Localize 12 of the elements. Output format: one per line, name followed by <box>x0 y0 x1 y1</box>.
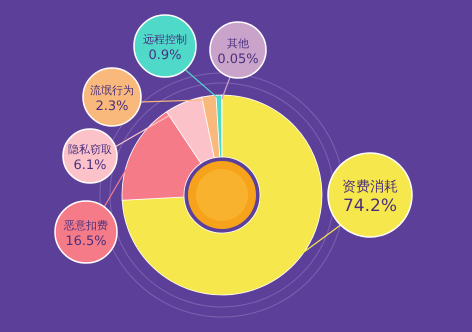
data-label: 0.05% <box>217 52 259 67</box>
slice-label: 恶意扣费 <box>63 219 108 232</box>
slice-label: 流氓行为 <box>90 84 134 97</box>
data-label: 0.9% <box>148 48 182 63</box>
slice-label: 资费消耗 <box>342 179 398 195</box>
slice-label: 隐私窃取 <box>68 143 112 156</box>
data-label: 2.3% <box>95 99 129 114</box>
slice-label: 其他 <box>227 37 249 50</box>
data-label: 16.5% <box>65 234 107 249</box>
slice-label: 远程控制 <box>143 33 187 46</box>
data-label: 6.1% <box>73 158 107 173</box>
data-label: 74.2% <box>342 196 398 216</box>
